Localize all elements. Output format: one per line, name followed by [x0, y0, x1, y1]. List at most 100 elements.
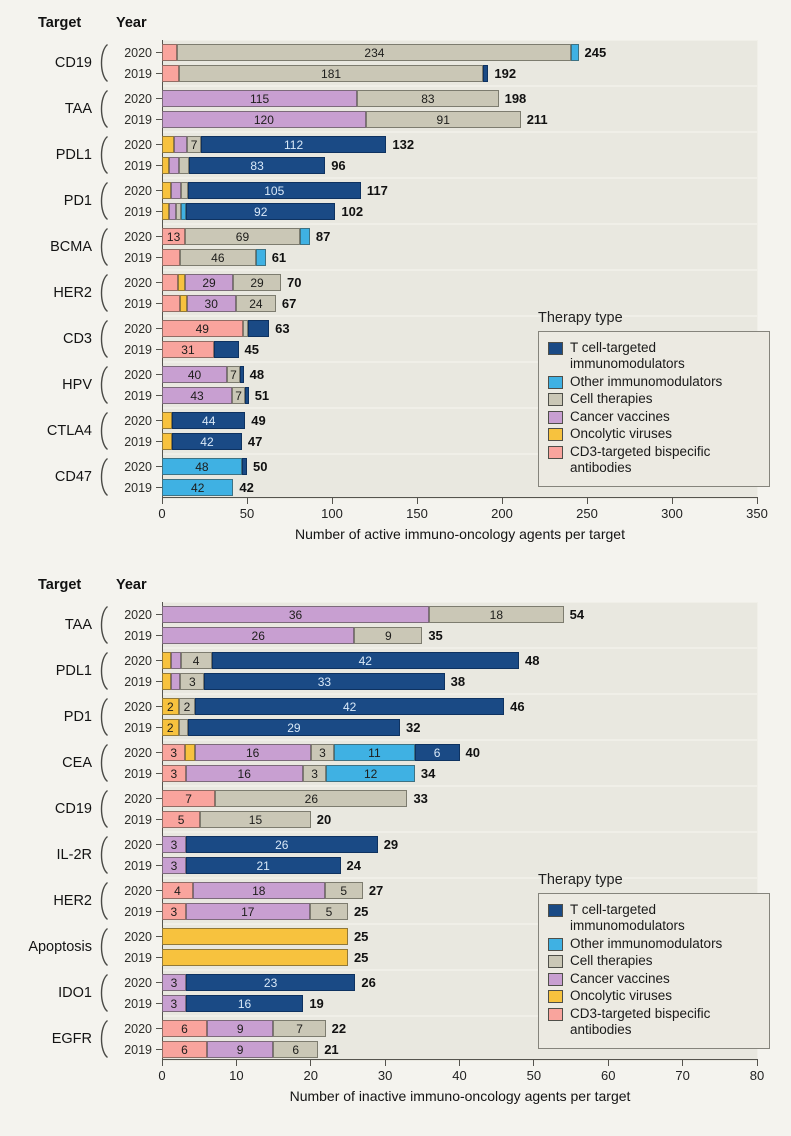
- year-tick: [156, 487, 162, 488]
- bar-total: 47: [247, 434, 263, 449]
- year-tick: [156, 236, 162, 237]
- year-tick: [156, 165, 162, 166]
- target-group: HER2 2020 4 18 5 27 2019 3 17 5 25: [0, 881, 791, 921]
- year-label: 2019: [124, 112, 152, 127]
- bar-total: 35: [428, 628, 443, 643]
- bar-total: 54: [569, 607, 585, 622]
- tick-label: 50: [526, 1068, 542, 1083]
- tick-mark: [607, 1060, 609, 1066]
- segment-value: 44: [202, 413, 216, 428]
- stacked-bar: 31: [162, 341, 239, 358]
- year-label: 2020: [124, 45, 152, 60]
- stacked-bar: [162, 928, 348, 945]
- year-rows: 2020 40 7 48 2019 43 7 51: [114, 366, 791, 404]
- tick-mark: [161, 1060, 163, 1066]
- stacked-bar: 44: [162, 412, 246, 429]
- bar-segment-oncolytic: [162, 203, 169, 220]
- year-label: 2019: [124, 950, 152, 965]
- bar-total: 48: [525, 653, 540, 668]
- tick-label: 0: [158, 506, 166, 521]
- legend-swatch-oncolytic: [548, 428, 563, 442]
- segment-value: 3: [170, 837, 178, 852]
- tick-mark: [384, 1060, 386, 1066]
- bar-segment-tcell: 29: [187, 719, 400, 736]
- group-bracket-icon: [92, 411, 114, 451]
- segment-value: 92: [254, 204, 268, 219]
- year-rows: 2020 2 2 42 46 2019 2 29 32: [114, 698, 791, 736]
- year-tick: [156, 614, 162, 615]
- segment-value: 5: [340, 883, 348, 898]
- bar-row: 2020 13 69 87: [114, 228, 791, 245]
- legend-swatch-tcell: [548, 342, 563, 355]
- year-label: 2019: [124, 342, 152, 357]
- bar-total: 198: [504, 91, 527, 106]
- year-label: 2019: [124, 904, 152, 919]
- bar-row: 2019 30 24 67: [114, 295, 791, 312]
- legend-item: Other immunomodulators: [548, 374, 761, 390]
- year-label: 2019: [124, 628, 152, 643]
- bar-segment-tcell: 42: [211, 652, 519, 669]
- bar-total: 22: [331, 1021, 347, 1036]
- year-tick: [156, 374, 162, 375]
- year-rows: 2020 36 18 54 2019 26 9 35: [114, 606, 791, 644]
- stacked-bar: 6 9 6: [162, 1041, 319, 1058]
- year-label: 2019: [124, 674, 152, 689]
- year-tick: [156, 52, 162, 53]
- legend-swatch-oncolytic: [548, 990, 563, 1004]
- target-group: CD3 2020 49 63 2019 31 45: [0, 319, 791, 359]
- segment-value: 48: [195, 459, 209, 474]
- year-tick: [156, 441, 162, 442]
- target-label: CD3: [62, 331, 92, 347]
- bar-segment-vaccine: 9: [206, 1020, 274, 1037]
- tick-label: 30: [377, 1068, 393, 1083]
- segment-value: 15: [248, 812, 263, 827]
- bar-segment-cell: 24: [235, 295, 276, 312]
- stacked-bar: 29 29: [162, 274, 281, 291]
- tick-mark: [671, 498, 673, 504]
- bar-segment-cd3: 3: [162, 903, 186, 920]
- segment-value: 3: [170, 975, 178, 990]
- segment-value: 23: [263, 975, 278, 990]
- year-label: 2020: [124, 367, 152, 382]
- bar-segment-tcell: 44: [172, 412, 246, 429]
- x-axis-title: Number of inactive immuno-oncology agent…: [289, 1088, 631, 1104]
- year-label: 2020: [124, 459, 152, 474]
- target-label: EGFR: [51, 1031, 92, 1047]
- stacked-bar: 234: [162, 44, 579, 61]
- bar-total: 40: [465, 745, 480, 760]
- target-label: TAA: [64, 617, 92, 633]
- stacked-bar: 2 29: [162, 719, 400, 736]
- bar-total: 27: [368, 883, 384, 898]
- inactive-agents-chart: Target Year TAA 2020 36 18 54 2019 26 9 35 PDL1 20…: [0, 562, 791, 1136]
- bar-segment-tcell: 112: [200, 136, 387, 153]
- year-tick: [156, 982, 162, 983]
- stacked-bar: 46: [162, 249, 266, 266]
- bar-segment-vaccine: 3: [162, 995, 186, 1012]
- segment-value: 9: [236, 1021, 244, 1036]
- group-bracket-icon: [92, 365, 114, 405]
- bar-segment-vaccine: 30: [186, 295, 236, 312]
- bar-segment-cd3: 7: [162, 790, 216, 807]
- target-label: IL-2R: [56, 847, 92, 863]
- target-group: TAA 2020 36 18 54 2019 26 9 35: [0, 605, 791, 645]
- bar-row: 2019 181 192: [114, 65, 791, 82]
- year-rows: 2020 3 23 26 2019 3 16 19: [114, 974, 791, 1012]
- active-agents-chart: Target Year CD19 2020 234 245 2019 181 192 TAA 2…: [0, 0, 791, 562]
- legend-label: Cell therapies: [570, 391, 653, 407]
- bar-segment-vaccine: 16: [194, 744, 311, 761]
- target-group: IL-2R 2020 3 26 29 2019 3 21 24: [0, 835, 791, 875]
- target-label: CD19: [54, 801, 92, 817]
- y-axis-line: [162, 602, 163, 1060]
- bar-segment-tcell: 26: [185, 836, 378, 853]
- bar-segment-other: [255, 249, 266, 266]
- bar-total: 49: [251, 413, 266, 428]
- bar-segment-tcell: 33: [204, 673, 445, 690]
- year-tick: [156, 98, 162, 99]
- target-group: PD1 2020 2 2 42 46 2019 2 29 32: [0, 697, 791, 737]
- segment-value: 36: [288, 607, 303, 622]
- bar-segment-tcell: 16: [185, 995, 304, 1012]
- segment-value: 6: [433, 745, 441, 760]
- legend-title: Therapy type: [538, 872, 623, 888]
- bar-segment-vaccine: 115: [162, 90, 358, 107]
- year-tick: [156, 890, 162, 891]
